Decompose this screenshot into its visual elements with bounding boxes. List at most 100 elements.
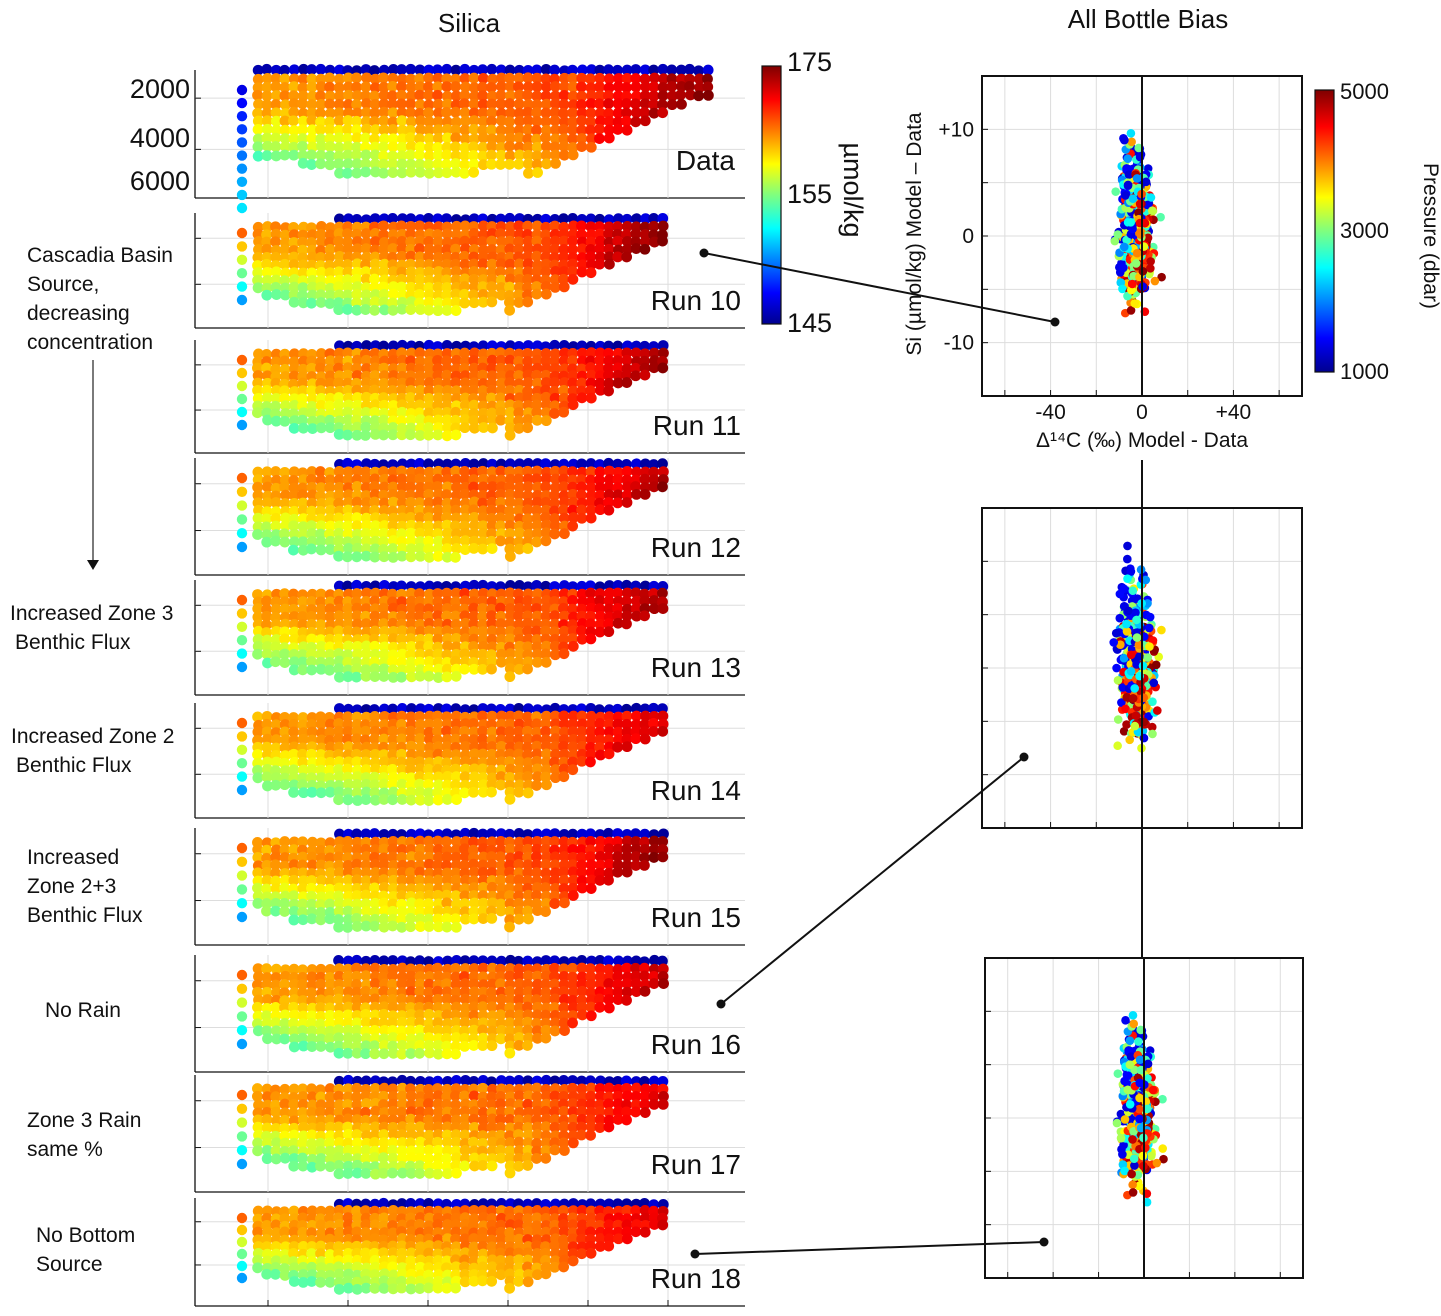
silica-point — [442, 132, 453, 144]
silica-point — [603, 874, 614, 886]
silica-point — [468, 123, 480, 135]
silica-point — [351, 304, 363, 316]
silica-point — [441, 149, 453, 161]
silica-point — [567, 116, 579, 128]
silica-point — [432, 429, 444, 441]
silica-point — [657, 603, 669, 614]
silica-point — [504, 150, 516, 162]
silica-point — [279, 258, 291, 270]
silica-point — [342, 1047, 354, 1059]
depth-tick-label: 4000 — [130, 123, 190, 153]
silica-point — [387, 304, 399, 316]
silica-point — [639, 985, 651, 997]
silica-point — [360, 1167, 372, 1179]
run-annotation: Zone 3 Rain same % — [27, 1109, 141, 1161]
silica-point — [324, 150, 336, 162]
silica-point — [270, 1268, 281, 1280]
silica-point — [450, 670, 462, 682]
silica-point — [236, 771, 248, 782]
silica-point — [531, 141, 543, 153]
silica-point — [306, 149, 317, 161]
silica-point — [639, 90, 651, 102]
silica-point — [514, 115, 525, 127]
silica-point — [594, 81, 606, 93]
silica-point — [441, 213, 452, 225]
silica-point — [387, 288, 399, 300]
silica-point — [441, 167, 453, 179]
silica-point — [504, 1282, 515, 1294]
silica-point — [236, 472, 248, 484]
silica-point — [531, 99, 543, 111]
panel-label: Run 10 — [651, 285, 741, 316]
silica-point — [495, 535, 506, 547]
silica-point — [236, 367, 248, 379]
silica-point — [360, 149, 372, 161]
silica-point — [315, 281, 327, 293]
silica-point — [477, 1160, 489, 1171]
silica-point — [270, 150, 282, 162]
silica-point — [486, 786, 497, 798]
silica-point — [396, 250, 408, 262]
silica-point — [477, 258, 489, 270]
silica-point — [288, 237, 300, 248]
silica-point — [378, 296, 390, 308]
silica-point — [486, 115, 497, 127]
silica-point — [549, 1144, 561, 1156]
silica-point — [459, 167, 470, 179]
silica-point — [441, 123, 453, 135]
silica-point — [504, 140, 515, 152]
silica-point — [657, 82, 669, 93]
silica-point — [236, 393, 248, 405]
silica-point — [523, 913, 534, 925]
silica-point — [414, 89, 426, 101]
silica-point — [262, 73, 273, 84]
silica-point — [333, 235, 344, 247]
silica-point — [477, 81, 488, 93]
silica-point — [297, 150, 309, 161]
silica-point — [279, 81, 291, 93]
silica-point — [333, 82, 345, 94]
silica-point — [621, 497, 633, 508]
silica-point — [360, 429, 371, 441]
silica-point — [423, 921, 435, 932]
silica-point — [396, 64, 407, 75]
silica-point — [667, 90, 678, 102]
silica-point — [450, 288, 462, 300]
silica-point — [639, 107, 650, 118]
silica-point — [405, 429, 416, 441]
silica-point — [531, 536, 543, 548]
silica-point — [531, 159, 543, 170]
silica-point — [297, 236, 308, 248]
silica-point — [252, 407, 263, 419]
silica-point — [297, 124, 308, 136]
silica-point — [486, 107, 498, 119]
silica-point — [450, 243, 461, 255]
silica-point — [558, 406, 570, 418]
silica-point — [360, 228, 372, 239]
silica-point — [432, 72, 444, 84]
silica-point — [369, 98, 381, 110]
silica-point — [540, 906, 551, 917]
silica-point — [261, 123, 273, 135]
silica-point — [495, 142, 507, 153]
silica-point — [468, 258, 480, 270]
silica-point — [315, 158, 327, 170]
silica-point — [306, 543, 317, 555]
silica-point — [342, 304, 353, 315]
silica-point — [522, 124, 534, 136]
silica-point — [236, 528, 248, 539]
silica-point — [532, 167, 543, 178]
silica-point — [406, 296, 417, 308]
silica-point — [369, 1048, 381, 1060]
silica-point — [486, 98, 498, 110]
silica-point — [236, 1212, 248, 1224]
silica-point — [270, 115, 282, 127]
silica-point — [576, 99, 587, 111]
silica-point — [477, 150, 489, 162]
silica-point — [387, 116, 399, 128]
silica-point — [378, 106, 390, 118]
silica-point — [540, 149, 552, 161]
silica-point — [423, 289, 435, 301]
silica-colorbar-tick-min: 145 — [787, 308, 832, 338]
silica-point — [513, 81, 524, 93]
